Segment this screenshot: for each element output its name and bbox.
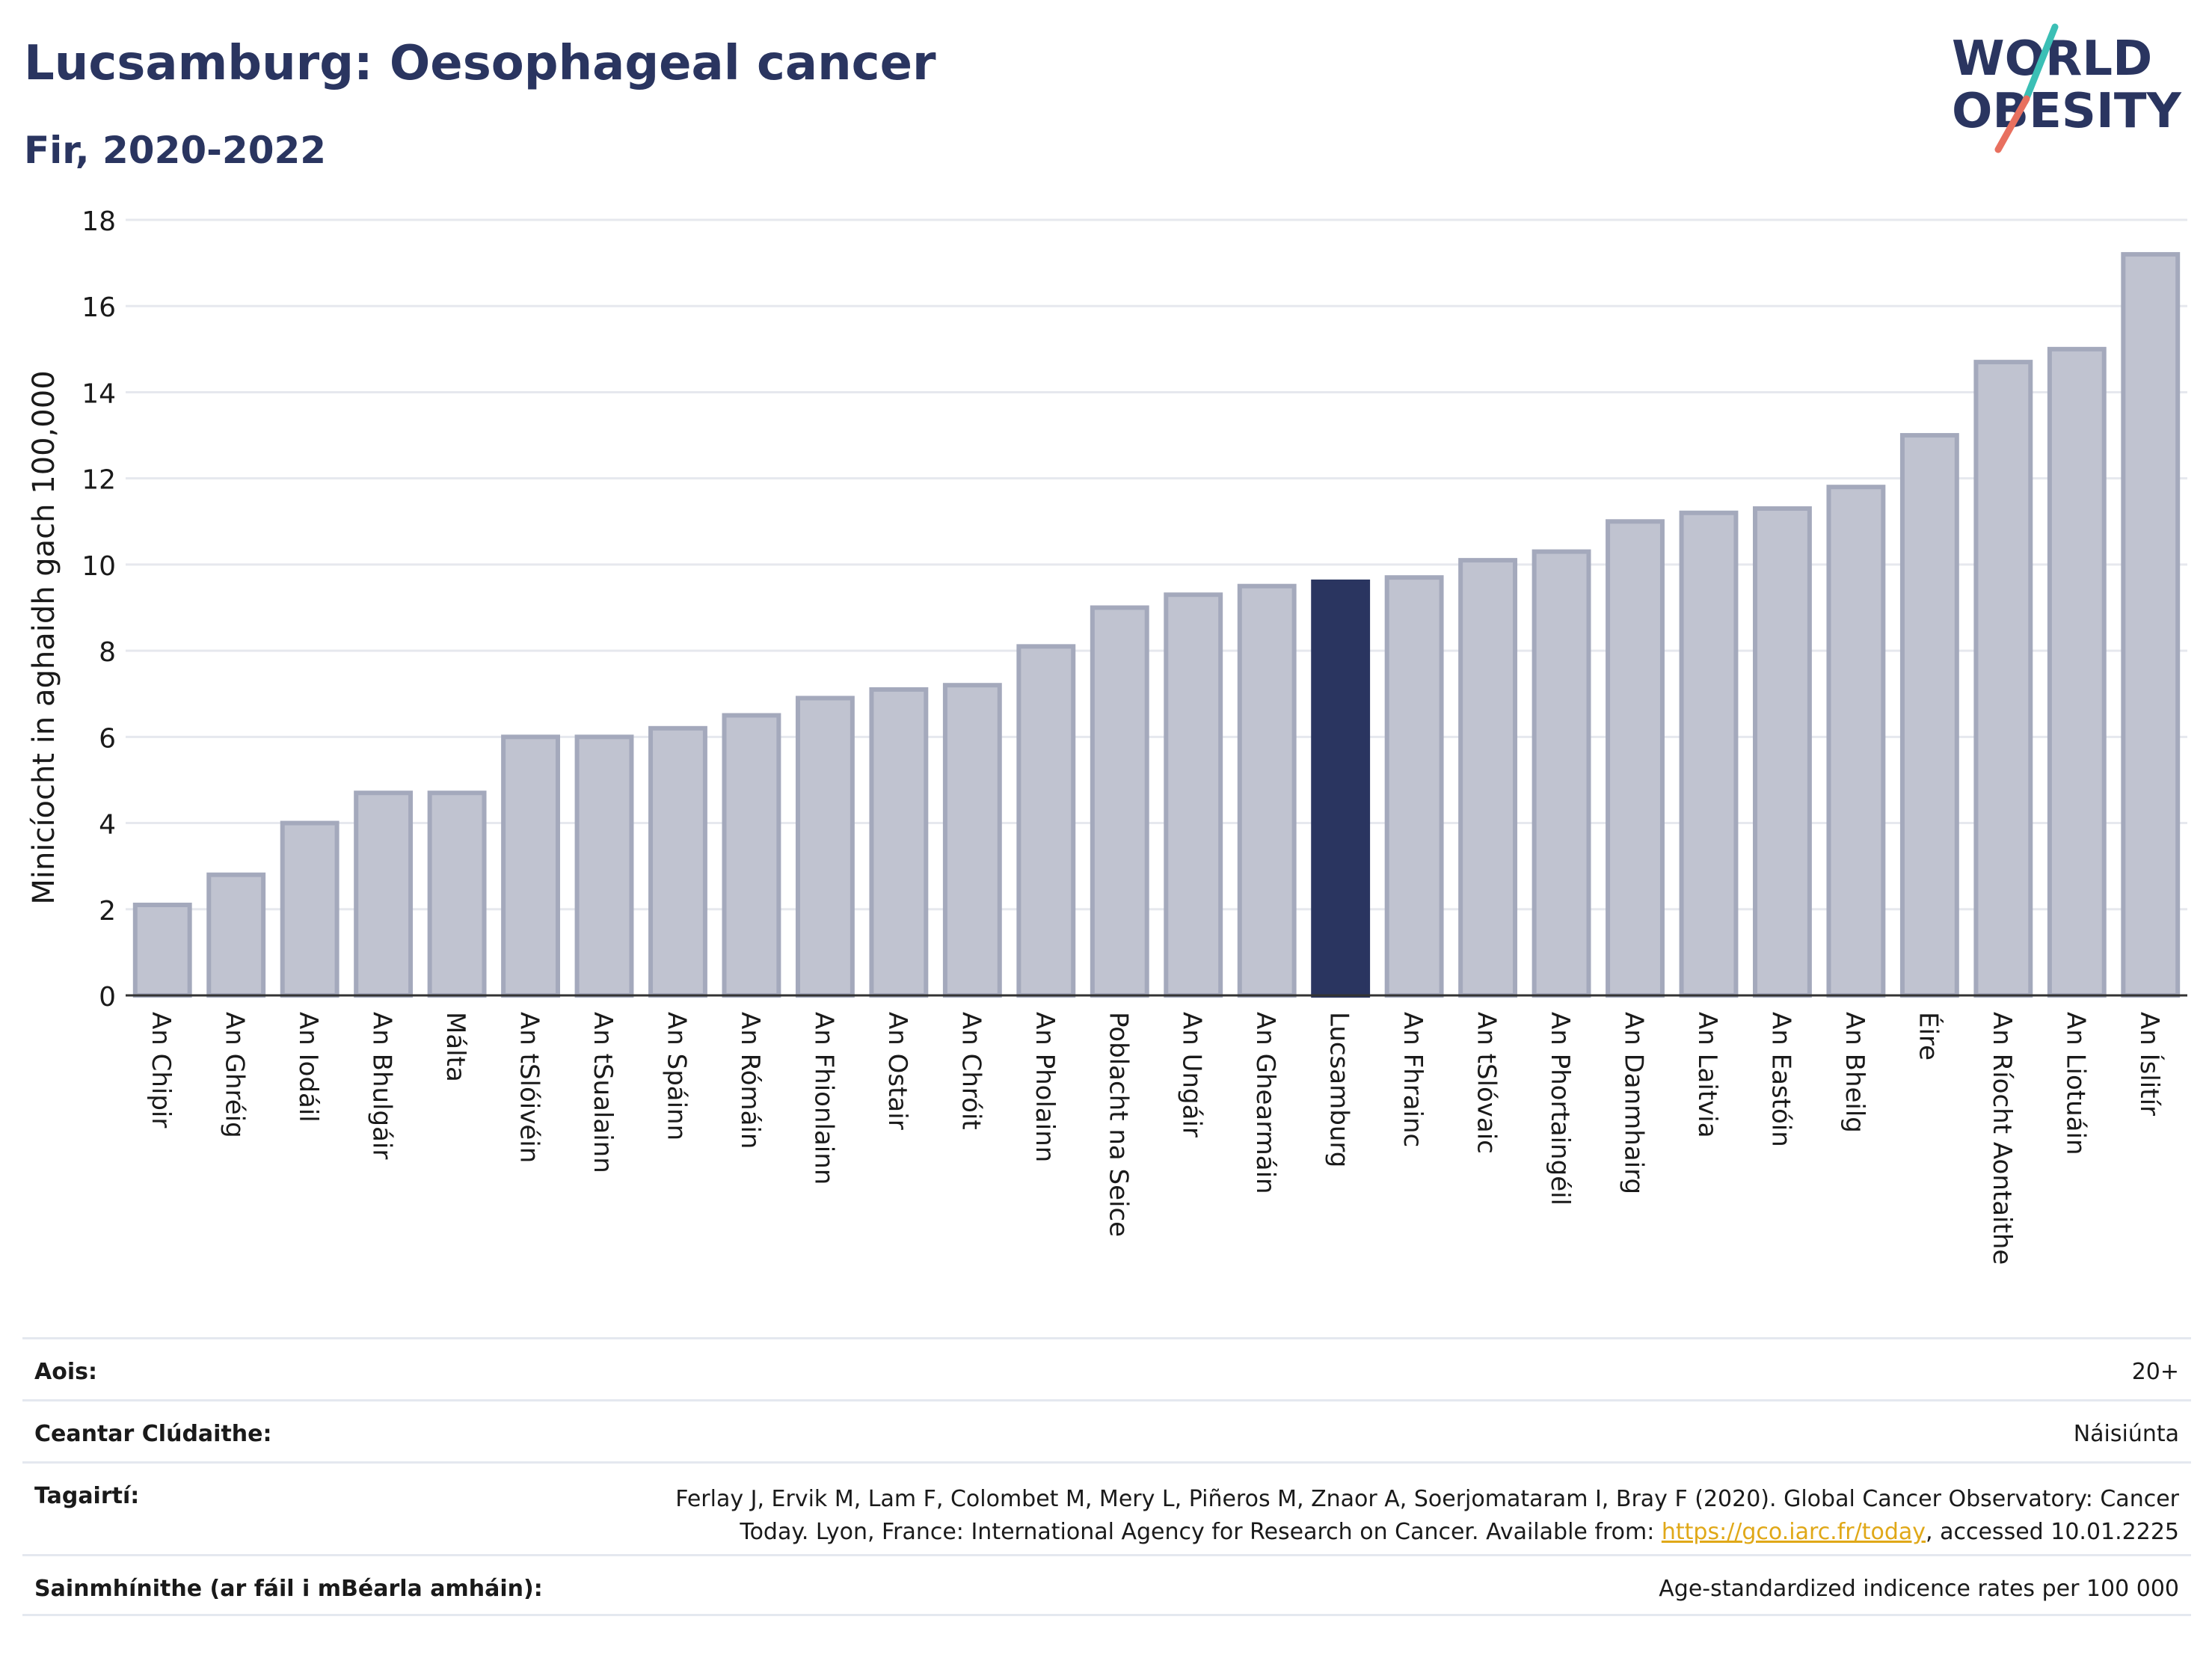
bar xyxy=(132,903,192,998)
x-tick-label: An Ostair xyxy=(882,1012,912,1130)
bar xyxy=(427,790,487,998)
bar xyxy=(942,683,1002,998)
bar xyxy=(1899,433,1959,998)
x-tick-label: An tSlóivéin xyxy=(514,1012,544,1163)
world-obesity-logo: WORLD OBESITY xyxy=(1952,23,2181,153)
info-row-references: Tagairtí: Ferlay J, Ervik M, Lam F, Colo… xyxy=(22,1461,2191,1554)
bar xyxy=(2047,346,2107,998)
x-tick-label: An tSlóvaic xyxy=(1472,1012,1502,1154)
x-tick-label: Málta xyxy=(440,1012,470,1082)
age-label: Aois: xyxy=(34,1359,97,1385)
x-tick-label: An Rómáin xyxy=(735,1012,765,1149)
bar xyxy=(280,820,340,998)
bar xyxy=(722,713,781,998)
info-row-age: Aois: 20+ xyxy=(22,1337,2191,1399)
x-tick-label: An Bhulgáir xyxy=(367,1012,397,1159)
bar xyxy=(1384,575,1444,998)
logo-slash-bottom xyxy=(1994,95,2030,153)
reference-text-before-link: Today. Lyon, France: International Agenc… xyxy=(740,1519,1662,1545)
y-tick-label: 4 xyxy=(99,810,116,841)
age-value: 20+ xyxy=(2131,1359,2179,1385)
x-tick-label: An Liotuáin xyxy=(2060,1012,2090,1155)
y-tick-label: 8 xyxy=(99,637,116,668)
bar xyxy=(648,725,707,998)
x-tick-label: Lucsamburg xyxy=(1324,1012,1354,1167)
bar xyxy=(354,790,414,998)
reference-line-2: Today. Lyon, France: International Agenc… xyxy=(675,1516,2179,1549)
x-tick-label: An Spáinn xyxy=(661,1012,691,1140)
area-label: Ceantar Clúdaithe: xyxy=(34,1421,272,1447)
bar xyxy=(1753,506,1812,998)
logo-slash-top xyxy=(2021,23,2059,105)
x-tick-label: An Chróit xyxy=(956,1012,986,1130)
reference-line-1: Ferlay J, Ervik M, Lam F, Colombet M, Me… xyxy=(675,1486,2179,1512)
y-tick-label: 2 xyxy=(99,896,116,927)
bar xyxy=(501,734,560,998)
bars xyxy=(132,252,2181,998)
x-tick-label: An Ungáir xyxy=(1177,1012,1207,1137)
x-tick-label: An Fhrainc xyxy=(1398,1012,1428,1147)
bar xyxy=(1164,592,1223,998)
y-tick-label: 16 xyxy=(82,292,116,323)
references-value: Ferlay J, Ervik M, Lam F, Colombet M, Me… xyxy=(675,1483,2179,1549)
bar xyxy=(869,687,929,998)
bar xyxy=(2121,252,2181,998)
reference-text-after-link: , accessed 10.01.2225 xyxy=(1926,1519,2179,1545)
bar xyxy=(1237,583,1297,998)
x-tick-label: An tSualainn xyxy=(588,1012,618,1173)
x-tick-label: An Phortaingéil xyxy=(1545,1012,1575,1206)
x-tick-label: An Iodáil xyxy=(293,1012,323,1123)
info-row-area: Ceantar Clúdaithe: Náisiúnta xyxy=(22,1399,2191,1461)
y-tick-label: 18 xyxy=(82,206,116,237)
chart-title: Lucsamburg: Oesophageal cancer xyxy=(24,36,936,91)
x-tick-label: An Chipir xyxy=(146,1012,176,1128)
bar xyxy=(1090,605,1149,998)
logo-line2: OBESITY xyxy=(1952,84,2181,139)
x-tick-label: An Bheilg xyxy=(1840,1012,1870,1133)
x-tick-label: An Ríocht Aontaithe xyxy=(1987,1012,2017,1265)
info-row-definitions: Sainmhínithe (ar fáil i mBéarla amháin):… xyxy=(22,1554,2191,1616)
bar xyxy=(1826,485,1886,998)
bar xyxy=(1016,644,1076,998)
x-tick-label: An Ghréig xyxy=(220,1012,250,1138)
y-tick-label: 10 xyxy=(82,551,116,582)
bar-chart: 0 2 4 6 8 10 12 14 16 18 An Chipir An Ghréig An Iod… xyxy=(27,206,2187,1265)
y-tick-label: 0 xyxy=(99,982,116,1013)
area-value: Náisiúnta xyxy=(2073,1421,2179,1447)
bar xyxy=(206,872,266,998)
bar xyxy=(1531,549,1591,998)
x-tick-label: Poblacht na Seice xyxy=(1103,1012,1133,1237)
references-label: Tagairtí: xyxy=(34,1483,140,1509)
y-tick-label: 14 xyxy=(82,378,116,409)
reference-link[interactable]: https://gco.iarc.fr/today xyxy=(1661,1519,1926,1545)
x-tick-label: An Laitvia xyxy=(1692,1012,1722,1138)
x-tick-label: An Danmhairg xyxy=(1619,1012,1649,1194)
x-tick-labels: An Chipir An Ghréig An Iodáil An Bhulgáir Má… xyxy=(146,1012,2165,1265)
x-tick-label: Éire xyxy=(1913,1012,1944,1060)
x-tick-label: An Ghearmáin xyxy=(1250,1012,1280,1194)
bar xyxy=(1458,558,1518,998)
x-tick-label: An Pholainn xyxy=(1030,1012,1060,1162)
x-tick-label: An Íslitír xyxy=(2134,1012,2165,1116)
x-tick-label: An Fhionlainn xyxy=(808,1012,838,1185)
x-tick-label: An Eastóin xyxy=(1766,1012,1795,1147)
highlighted-bar xyxy=(1311,579,1371,998)
bar xyxy=(795,696,855,998)
bar xyxy=(1679,510,1739,998)
y-tick-labels: 0 2 4 6 8 10 12 14 16 18 xyxy=(82,206,116,1013)
y-tick-label: 6 xyxy=(99,723,116,754)
bar xyxy=(1973,360,2033,998)
bar xyxy=(574,734,634,998)
chart-subtitle: Fir, 2020-2022 xyxy=(24,129,327,172)
bar xyxy=(1606,519,1665,998)
y-axis-label: Minicíocht in aghaidh gach 100,000 xyxy=(27,370,61,904)
definitions-value: Age-standardized indicence rates per 100… xyxy=(1659,1576,2179,1602)
info-table: Aois: 20+ Ceantar Clúdaithe: Náisiúnta T… xyxy=(22,1337,2191,1616)
y-tick-label: 12 xyxy=(82,465,116,496)
definitions-label: Sainmhínithe (ar fáil i mBéarla amháin): xyxy=(34,1576,543,1602)
